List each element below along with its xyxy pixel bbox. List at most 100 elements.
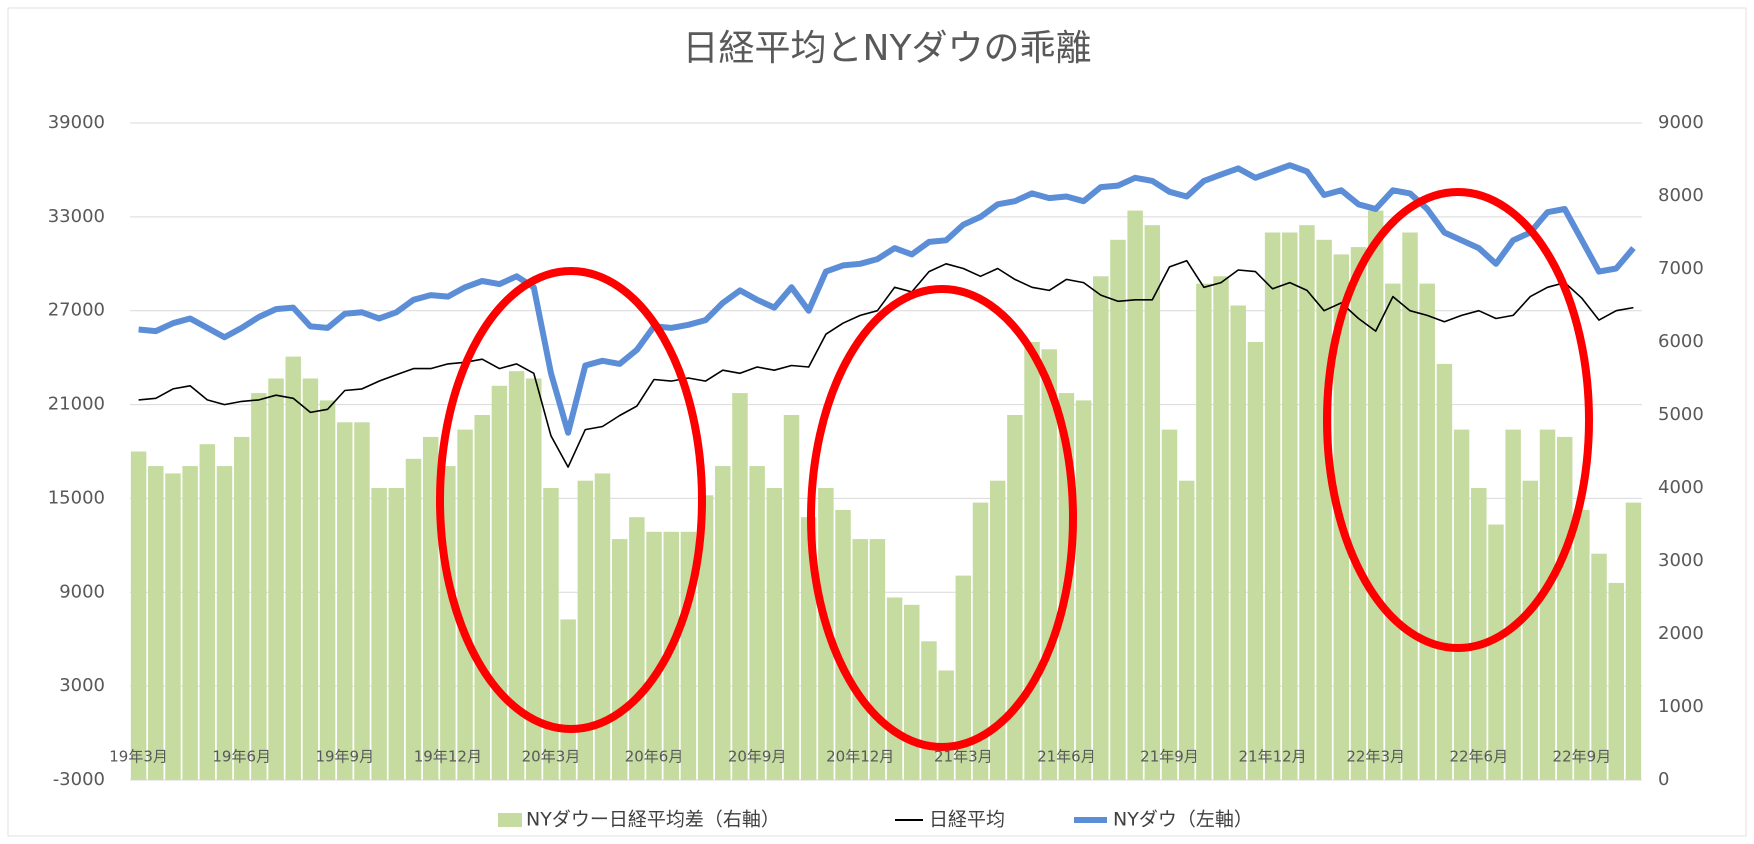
bar [594,473,611,780]
bar [1127,210,1143,781]
y-tick-label: 39000 [48,112,105,133]
bar [1264,232,1281,780]
bar [1196,283,1212,780]
y-tick-label: 9000 [59,581,105,602]
bar [869,539,886,780]
bar [783,415,800,780]
bar [1574,509,1590,780]
bar [405,458,422,780]
bar [148,466,164,780]
bar [1110,239,1126,781]
bar [1213,276,1229,780]
bar [371,488,387,780]
bar [1075,400,1092,780]
bar [491,385,508,780]
y2-tick-label: 7000 [1658,258,1704,279]
bar [457,429,473,780]
bar [1367,210,1384,781]
x-tick-label: 19年9月 [315,748,374,766]
line [138,259,1634,468]
bar [1436,363,1453,780]
bar [835,509,851,780]
bar [629,517,645,780]
y2-tick-label: 0 [1658,769,1669,790]
bar [216,466,233,780]
lines [138,162,1636,468]
y2-tick-label: 4000 [1658,477,1704,498]
bar [1591,553,1607,780]
bar [1471,488,1487,780]
y2-tick-label: 2000 [1658,623,1704,644]
x-tick-label: 21年3月 [934,748,993,766]
bar [130,451,147,780]
y-tick-label: 27000 [48,300,105,321]
bar [182,466,198,780]
x-tick-label: 20年12月 [826,748,894,766]
bar [1402,232,1418,780]
y-tick-label: 15000 [48,487,105,508]
bar [1539,429,1556,780]
bar [646,531,662,780]
bar [285,356,301,780]
x-tick-label: 20年9月 [728,748,787,766]
legend: NYダウー日経平均差（右軸） 日経平均 NYダウ（左軸） [498,809,1253,831]
bar [1419,283,1435,780]
bar [766,488,783,780]
bar [611,539,628,780]
bar [337,422,353,780]
highlight-ellipse [436,267,706,733]
legend-swatch [498,813,522,827]
bar [233,436,250,780]
bar [577,480,594,780]
bar [1024,342,1040,780]
bar [732,393,748,780]
x-tick-label: 19年6月 [212,748,271,766]
bar [1230,305,1246,780]
bar [972,502,989,780]
x-tick-label: 21年6月 [1037,748,1096,766]
line [138,162,1636,436]
bar [1093,276,1109,780]
bar [955,575,972,780]
y-tick-label: 3000 [59,675,105,696]
bar [1488,524,1504,780]
bar [526,378,542,780]
x-tick-label: 19年12月 [414,748,482,766]
y2-tick-label: 1000 [1658,696,1704,717]
bar [1385,283,1401,780]
bar [1505,429,1521,780]
y-tick-label: -3000 [53,769,105,790]
bar [989,480,1006,780]
bar [508,371,525,780]
bar [422,436,439,780]
bar [1608,582,1624,780]
x-tick-label: 21年12月 [1238,748,1306,766]
y-tick-label: 21000 [48,394,105,415]
x-tick-label: 22年6月 [1449,748,1508,766]
bar [1522,480,1539,780]
bar [302,378,319,780]
highlight-ellipse [1323,188,1593,652]
bar [560,619,576,780]
bar [268,378,284,780]
bar [1350,247,1367,781]
x-tick-label: 22年9月 [1553,748,1612,766]
y-tick-label: 33000 [48,206,105,227]
y2-tick-label: 5000 [1658,404,1704,425]
bar [938,670,954,780]
y2-tick-label: 6000 [1658,331,1704,352]
legend-label: NYダウ（左軸） [1113,809,1253,831]
bar [319,400,336,780]
y2-tick-label: 9000 [1658,112,1704,133]
bar [199,444,216,780]
bar [1299,225,1315,780]
chart-title: 日経平均とNYダウの乖離 [683,28,1092,69]
bar [474,415,490,780]
legend-label: NYダウー日経平均差（右軸） [526,809,780,831]
x-tick-label: 21年9月 [1140,748,1199,766]
bar [1178,480,1195,780]
x-tick-label: 19年3月 [109,748,168,766]
bar [852,539,868,780]
y2-tick-label: 3000 [1658,550,1704,571]
